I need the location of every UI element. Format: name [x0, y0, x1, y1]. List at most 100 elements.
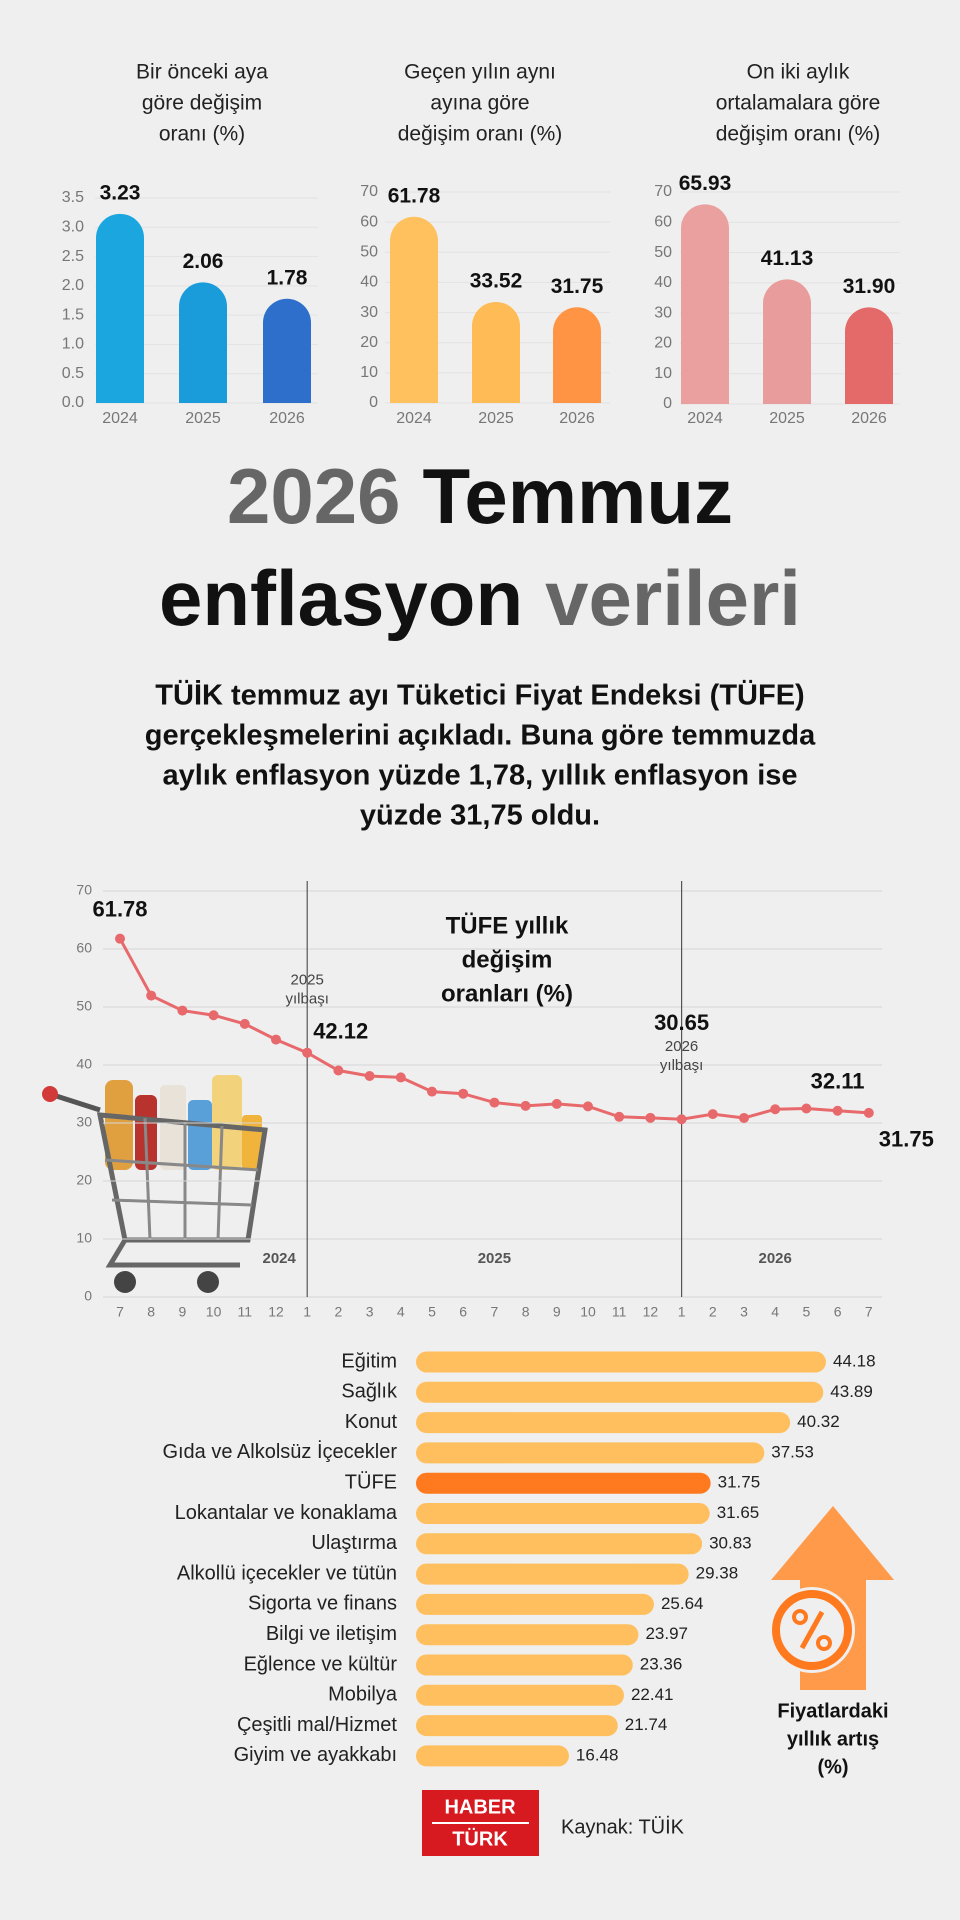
chart-title: değişim oranı (%)	[716, 123, 881, 146]
x-tick-label: 1	[678, 1304, 686, 1320]
category-label: Lokantalar ve konaklama	[175, 1502, 398, 1524]
period-label: 2024	[263, 1250, 297, 1267]
y-tick-label: 20	[654, 335, 672, 352]
category-label: Eğitim	[341, 1350, 397, 1372]
y-tick-label: 40	[654, 274, 672, 291]
y-tick-label: 70	[654, 183, 672, 200]
bar	[416, 1745, 569, 1767]
y-tick-label: 10	[360, 364, 378, 381]
chart-title: Geçen yılın aynı	[404, 61, 556, 84]
point	[395, 1072, 406, 1083]
y-tick-label: 30	[360, 304, 378, 321]
chart-title: ortalamalara göre	[716, 92, 881, 115]
point	[707, 1109, 718, 1120]
logo-text: TÜRK	[452, 1827, 508, 1850]
bar	[472, 301, 520, 403]
value-label: 30.83	[709, 1533, 752, 1552]
value-label: 25.64	[661, 1594, 704, 1613]
value-label: 31.90	[843, 275, 896, 298]
bar	[390, 216, 438, 403]
y-tick-label: 70	[76, 882, 92, 898]
bar	[416, 1533, 703, 1555]
x-tick-label: 3	[366, 1304, 374, 1320]
chart-title: On iki aylık	[747, 61, 850, 84]
new-year-note: yılbaşı	[660, 1057, 703, 1074]
value-label: 42.12	[313, 1019, 368, 1044]
category-label: Giyim ve ayakkabı	[234, 1744, 397, 1766]
y-tick-label: 70	[360, 183, 378, 200]
x-tick-label: 6	[459, 1304, 467, 1320]
summary-line: TÜİK temmuz ayı Tüketici Fiyat Endeksi (…	[155, 679, 804, 712]
headline-word: 2026	[227, 452, 401, 540]
y-tick-label: 0	[663, 395, 672, 412]
category-label: Ulaştırma	[311, 1532, 397, 1554]
bar	[416, 1563, 689, 1585]
x-tick-label: 2025	[769, 410, 805, 427]
y-tick-label: 50	[654, 244, 672, 261]
value-label: 31.75	[718, 1473, 761, 1492]
value-label: 3.23	[100, 181, 141, 204]
x-tick-label: 6	[834, 1304, 842, 1320]
chart-title: (%)	[817, 1756, 848, 1778]
x-tick-label: 4	[771, 1304, 779, 1320]
chart-title: oranları (%)	[441, 980, 573, 1007]
x-tick-label: 7	[865, 1304, 873, 1320]
point	[832, 1105, 843, 1116]
category-label: Çeşitli mal/Hizmet	[237, 1714, 397, 1736]
point	[801, 1103, 812, 1114]
value-label: 32.11	[811, 1069, 865, 1094]
category-label: Mobilya	[328, 1684, 398, 1706]
headline-word: enflasyon	[159, 554, 523, 642]
y-tick-label: 1.0	[62, 336, 84, 353]
value-label: 61.78	[92, 896, 147, 921]
value-label: 44.18	[833, 1351, 876, 1370]
point	[489, 1097, 500, 1108]
new-year-note: 2026	[665, 1038, 698, 1055]
y-tick-label: 60	[360, 213, 378, 230]
value-label: 33.52	[470, 270, 523, 293]
value-label: 30.65	[654, 1010, 709, 1035]
value-label: 31.75	[879, 1127, 934, 1152]
x-tick-label: 5	[803, 1304, 811, 1320]
value-label: 61.78	[388, 184, 441, 207]
value-label: 43.89	[830, 1382, 873, 1401]
y-tick-label: 60	[76, 940, 92, 956]
source: Kaynak: TÜİK	[561, 1815, 685, 1838]
period-label: 2026	[759, 1250, 792, 1267]
value-label: 2.06	[183, 250, 224, 273]
x-tick-label: 7	[116, 1304, 124, 1320]
bar	[416, 1684, 624, 1706]
bar	[845, 307, 894, 404]
value-label: 23.97	[645, 1624, 688, 1643]
x-tick-label: 12	[643, 1304, 659, 1320]
y-tick-label: 50	[76, 998, 92, 1014]
summary-line: yüzde 31,75 oldu.	[360, 800, 600, 832]
y-tick-label: 0.5	[62, 365, 84, 382]
bar	[416, 1624, 639, 1646]
chart-title: TÜFE yıllık	[446, 912, 569, 939]
bar	[416, 1715, 618, 1737]
x-tick-label: 2026	[559, 410, 595, 427]
value-label: 22.41	[631, 1685, 674, 1704]
bar	[553, 307, 601, 403]
point	[333, 1065, 344, 1076]
value-label: 37.53	[771, 1442, 814, 1461]
point	[676, 1114, 687, 1125]
value-label: 16.48	[576, 1745, 619, 1764]
bar	[416, 1593, 654, 1615]
point	[551, 1098, 562, 1109]
chart-title: değişim	[462, 946, 553, 973]
x-tick-label: 1	[303, 1304, 311, 1320]
point	[770, 1104, 781, 1115]
chart-title: yıllık artış	[787, 1728, 879, 1750]
bar	[416, 1351, 826, 1373]
value-label: 40.32	[797, 1412, 840, 1431]
x-tick-label: 4	[397, 1304, 405, 1320]
y-tick-label: 0	[369, 394, 378, 411]
x-tick-label: 11	[238, 1304, 253, 1320]
bar	[96, 213, 144, 403]
y-tick-label: 2.5	[62, 248, 84, 265]
category-label: TÜFE	[345, 1471, 397, 1493]
bar	[416, 1503, 710, 1524]
